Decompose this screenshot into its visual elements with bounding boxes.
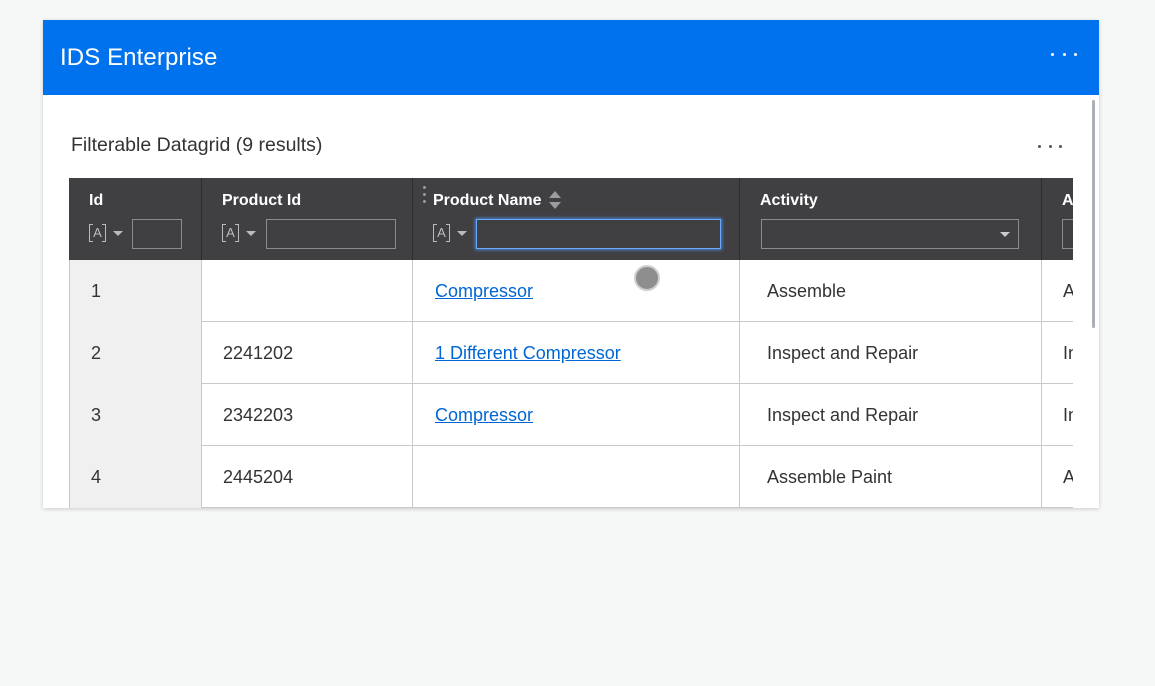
cell-id: 3: [69, 384, 202, 446]
cell-activity: Inspect and Repair: [740, 322, 1042, 384]
cell-product-name: 1 Different Compressor: [413, 322, 740, 384]
column-header-product-name[interactable]: Product Name A: [413, 178, 740, 260]
column-drag-handle-icon[interactable]: [423, 186, 427, 210]
filter-type-id[interactable]: A: [89, 224, 123, 242]
sort-icon[interactable]: [549, 191, 561, 211]
column-label-product-name: Product Name: [433, 192, 542, 209]
product-name-link[interactable]: Compressor: [435, 405, 534, 425]
table-row[interactable]: 1 Compressor Assemble A: [69, 260, 1073, 322]
vertical-scrollbar[interactable]: [1092, 100, 1095, 328]
cell-activity: Assemble Paint: [740, 446, 1042, 508]
column-label-activity: Activity: [760, 192, 818, 209]
filter-input-product-name[interactable]: [476, 219, 721, 249]
product-name-link[interactable]: 1 Different Compressor: [435, 343, 621, 363]
cell-product-id: 2241202: [202, 322, 413, 384]
datagrid: Id A Product Id A Product Name: [69, 178, 1073, 508]
product-name-link[interactable]: Compressor: [435, 281, 534, 301]
card-title: Filterable Datagrid (9 results): [71, 134, 323, 156]
cell-id: 2: [69, 322, 202, 384]
cell-product-name: Compressor: [413, 384, 740, 446]
table-row[interactable]: 2 2241202 1 Different Compressor Inspect…: [69, 322, 1073, 384]
cell-product-name: [413, 446, 740, 508]
cell-activity: Assemble: [740, 260, 1042, 322]
table-row[interactable]: 3 2342203 Compressor Inspect and Repair …: [69, 384, 1073, 446]
cell-next: In: [1063, 405, 1073, 425]
filter-contains-icon: A: [433, 224, 450, 242]
caret-down-icon: [246, 231, 256, 236]
app-title: IDS Enterprise: [60, 44, 218, 71]
mouse-cursor-indicator: [634, 265, 660, 291]
app-more-actions-icon[interactable]: [1051, 48, 1077, 60]
cell-product-id: 2445204: [202, 446, 413, 508]
cell-next: A: [1063, 467, 1073, 487]
caret-down-icon: [457, 231, 467, 236]
column-header-product-id[interactable]: Product Id A: [202, 178, 413, 260]
filter-type-product-name[interactable]: A: [433, 224, 467, 242]
column-label-id: Id: [89, 192, 104, 209]
column-header-id[interactable]: Id A: [69, 178, 202, 260]
cell-product-id: 2342203: [202, 384, 413, 446]
filter-type-product-id[interactable]: A: [222, 224, 256, 242]
filter-input-id[interactable]: [132, 219, 182, 249]
filter-select-activity[interactable]: [761, 219, 1019, 249]
cell-next: A: [1063, 281, 1073, 301]
column-label-product-id: Product Id: [222, 192, 302, 209]
filter-contains-icon: A: [89, 224, 106, 242]
cell-id: 1: [69, 260, 202, 322]
cell-product-id: [202, 260, 413, 322]
filter-contains-icon: A: [222, 224, 239, 242]
cell-id: 4: [69, 446, 202, 508]
column-label-next: A: [1062, 192, 1073, 209]
table-row[interactable]: 4 2445204 Assemble Paint A: [69, 446, 1073, 508]
cell-activity: Inspect and Repair: [740, 384, 1042, 446]
column-header-next[interactable]: A: [1042, 178, 1073, 260]
app-window: IDS Enterprise Filterable Datagrid (9 re…: [43, 20, 1099, 508]
card-more-actions-icon[interactable]: [1038, 143, 1062, 149]
cell-next: In: [1063, 343, 1073, 363]
cell-product-name: Compressor: [413, 260, 740, 322]
column-header-activity[interactable]: Activity: [740, 178, 1042, 260]
caret-down-icon: [1000, 232, 1010, 237]
filter-input-product-id[interactable]: [266, 219, 396, 249]
datagrid-header: Id A Product Id A Product Name: [69, 178, 1073, 260]
caret-down-icon: [113, 231, 123, 236]
app-header: IDS Enterprise: [43, 20, 1099, 95]
filter-select-next[interactable]: [1062, 219, 1073, 249]
